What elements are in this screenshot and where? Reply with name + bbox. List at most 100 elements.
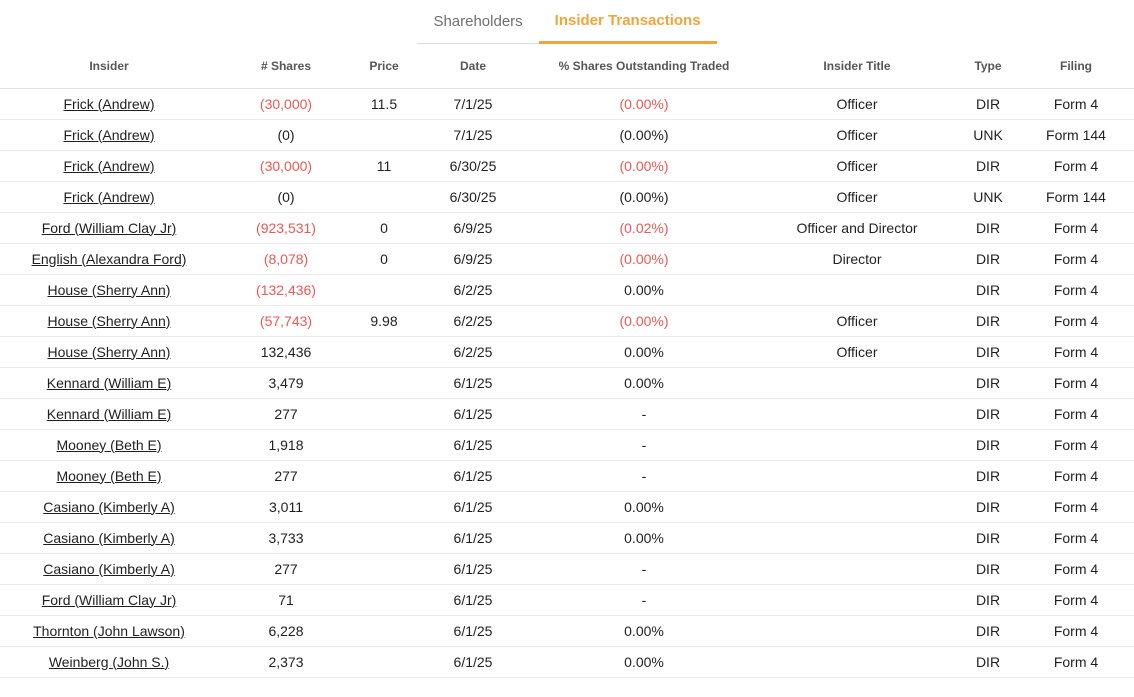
insider-cell: Kennard (William E)	[0, 398, 218, 430]
pct-outstanding-cell: 0.00%	[532, 274, 756, 306]
pct-outstanding-cell: (0.00%)	[532, 181, 756, 213]
insider-link[interactable]: House (Sherry Ann)	[47, 312, 171, 329]
date-cell: 6/1/25	[414, 553, 532, 585]
filing-cell: Form 4	[1018, 243, 1134, 275]
insider-link[interactable]: Casiano (Kimberly A)	[43, 529, 175, 546]
price-cell	[354, 491, 414, 523]
insider-link[interactable]: English (Alexandra Ford)	[31, 250, 187, 267]
insider-link[interactable]: House (Sherry Ann)	[47, 343, 171, 360]
pct-outstanding-cell: -	[532, 584, 756, 616]
filing-cell: Form 4	[1018, 212, 1134, 244]
filing-cell: Form 4	[1018, 305, 1134, 337]
price-cell	[354, 429, 414, 461]
filing-cell: Form 4	[1018, 274, 1134, 306]
table-row: Mooney (Beth E) 277 6/1/25 - DIR Form 4	[0, 460, 1134, 492]
insider-link[interactable]: Mooney (Beth E)	[56, 467, 162, 484]
insider-title-cell	[756, 615, 958, 647]
pct-outstanding-cell: (0.00%)	[532, 119, 756, 151]
table-row: Weinberg (John S.) 2,373 6/1/25 0.00% DI…	[0, 646, 1134, 678]
table-header: Insider # Shares Price Date % Shares Out…	[0, 44, 1134, 89]
insider-title-cell: Officer	[756, 181, 958, 213]
filing-cell: Form 144	[1018, 119, 1134, 151]
date-cell: 6/2/25	[414, 274, 532, 306]
insider-cell: Frick (Andrew)	[0, 181, 218, 213]
table-row: Frick (Andrew) (30,000) 11 6/30/25 (0.00…	[0, 150, 1134, 182]
shares-cell: 3,011	[218, 491, 354, 523]
type-cell: DIR	[958, 150, 1018, 182]
table-row: House (Sherry Ann) (132,436) 6/2/25 0.00…	[0, 274, 1134, 306]
price-cell	[354, 646, 414, 678]
filing-cell: Form 4	[1018, 398, 1134, 430]
insider-cell: Casiano (Kimberly A)	[0, 522, 218, 554]
insider-link[interactable]: Mooney (Beth E)	[56, 436, 162, 453]
type-cell: DIR	[958, 615, 1018, 647]
insider-link[interactable]: Frick (Andrew)	[63, 188, 155, 205]
shares-cell: 71	[218, 584, 354, 616]
date-cell: 7/1/25	[414, 119, 532, 151]
type-cell: DIR	[958, 491, 1018, 523]
filing-cell: Form 144	[1018, 181, 1134, 213]
shares-cell: (57,743)	[218, 305, 354, 337]
shares-cell: (30,000)	[218, 88, 354, 120]
insider-link[interactable]: Kennard (William E)	[46, 405, 172, 422]
table-row: Frick (Andrew) (0) 7/1/25 (0.00%) Office…	[0, 119, 1134, 151]
shares-cell: 277	[218, 553, 354, 585]
insider-link[interactable]: Frick (Andrew)	[63, 126, 155, 143]
table-row: English (Alexandra Ford) (8,078) 0 6/9/2…	[0, 243, 1134, 275]
insider-link[interactable]: Thornton (John Lawson)	[33, 622, 185, 639]
table-row: Casiano (Kimberly A) 277 6/1/25 - DIR Fo…	[0, 553, 1134, 585]
insider-title-cell	[756, 429, 958, 461]
tab-insider-transactions[interactable]: Insider Transactions	[538, 0, 717, 44]
shares-cell: 2,373	[218, 646, 354, 678]
insider-cell: Frick (Andrew)	[0, 88, 218, 120]
insider-link[interactable]: Frick (Andrew)	[63, 157, 155, 174]
insider-link[interactable]: Weinberg (John S.)	[48, 653, 170, 670]
insider-link[interactable]: Kennard (William E)	[46, 374, 172, 391]
price-cell: 0	[354, 212, 414, 244]
insider-link[interactable]: Ford (William Clay Jr)	[41, 219, 177, 236]
type-cell: DIR	[958, 584, 1018, 616]
price-cell	[354, 119, 414, 151]
type-cell: DIR	[958, 367, 1018, 399]
insider-cell: Frick (Andrew)	[0, 119, 218, 151]
date-cell: 6/1/25	[414, 398, 532, 430]
insider-link[interactable]: Casiano (Kimberly A)	[43, 498, 175, 515]
insider-link[interactable]: House (Sherry Ann)	[47, 281, 171, 298]
insider-title-cell	[756, 274, 958, 306]
table-row: House (Sherry Ann) 132,436 6/2/25 0.00% …	[0, 336, 1134, 368]
tab-shareholders[interactable]: Shareholders	[417, 0, 539, 44]
type-cell: UNK	[958, 119, 1018, 151]
insider-link[interactable]: Frick (Andrew)	[63, 95, 155, 112]
column-header-shares: # Shares	[218, 44, 354, 89]
insider-cell: House (Sherry Ann)	[0, 274, 218, 306]
insider-title-cell	[756, 522, 958, 554]
date-cell: 6/1/25	[414, 522, 532, 554]
column-header-type: Type	[958, 44, 1018, 89]
date-cell: 6/1/25	[414, 584, 532, 616]
column-header-insider: Insider	[0, 44, 218, 89]
insider-cell: Weinberg (John S.)	[0, 646, 218, 678]
type-cell: DIR	[958, 305, 1018, 337]
insider-link[interactable]: Ford (William Clay Jr)	[41, 591, 177, 608]
insider-link[interactable]: Casiano (Kimberly A)	[43, 560, 175, 577]
shares-cell: 3,479	[218, 367, 354, 399]
type-cell: DIR	[958, 429, 1018, 461]
price-cell: 9.98	[354, 305, 414, 337]
filing-cell: Form 4	[1018, 367, 1134, 399]
pct-outstanding-cell: -	[532, 429, 756, 461]
type-cell: DIR	[958, 646, 1018, 678]
type-cell: DIR	[958, 522, 1018, 554]
price-cell	[354, 522, 414, 554]
type-cell: DIR	[958, 243, 1018, 275]
pct-outstanding-cell: 0.00%	[532, 615, 756, 647]
insider-cell: English (Alexandra Ford)	[0, 243, 218, 275]
insider-title-cell: Officer	[756, 336, 958, 368]
price-cell	[354, 336, 414, 368]
shares-cell: (30,000)	[218, 150, 354, 182]
filing-cell: Form 4	[1018, 615, 1134, 647]
price-cell	[354, 553, 414, 585]
filing-cell: Form 4	[1018, 460, 1134, 492]
shares-cell: 3,733	[218, 522, 354, 554]
price-cell	[354, 181, 414, 213]
shares-cell: 277	[218, 398, 354, 430]
